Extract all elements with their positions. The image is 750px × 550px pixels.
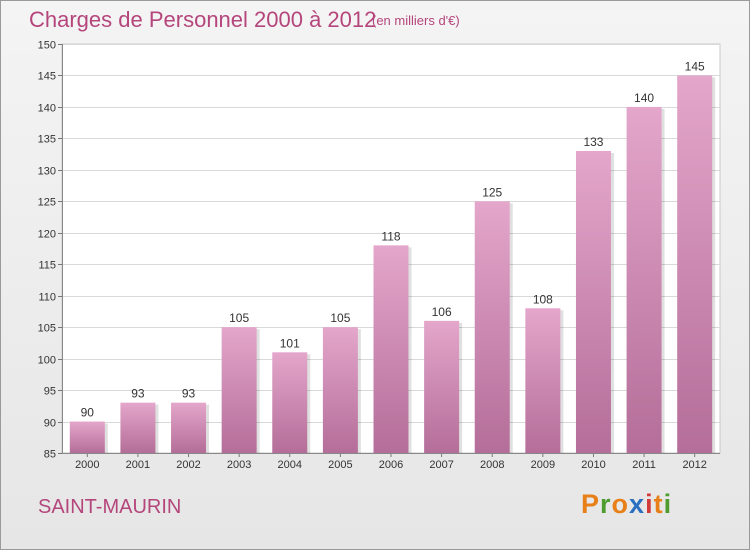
data-label: 140 [634, 91, 654, 105]
bar [322, 327, 358, 453]
y-tick-label: 145 [38, 71, 56, 83]
data-label: 118 [381, 229, 400, 243]
bar [373, 245, 409, 453]
data-label: 101 [280, 336, 300, 350]
x-tick-label: 2005 [328, 459, 352, 471]
data-label: 108 [533, 292, 553, 306]
data-label: 125 [482, 185, 502, 199]
bar [272, 352, 308, 453]
x-tick-label: 2011 [632, 459, 656, 471]
data-label: 133 [583, 135, 603, 149]
bar [221, 327, 257, 453]
x-tick-label: 2007 [429, 459, 453, 471]
x-tick-label: 2002 [176, 459, 200, 471]
data-label: 90 [81, 406, 95, 420]
logo-letter: P [581, 489, 601, 519]
y-tick-label: 140 [38, 103, 56, 115]
y-tick-label: 90 [44, 418, 56, 430]
y-tick-label: 85 [44, 449, 56, 461]
chart-title: Charges de Personnel 2000 à 2012 [29, 7, 377, 32]
logo-letter: x [629, 489, 646, 519]
data-label: 93 [182, 387, 196, 401]
y-tick-label: 100 [38, 355, 56, 367]
x-tick-label: 2001 [126, 459, 150, 471]
x-tick-label: 2008 [480, 459, 504, 471]
x-tick-label: 2003 [227, 459, 251, 471]
bar [171, 402, 207, 453]
y-tick-label: 125 [38, 197, 56, 209]
y-tick-label: 120 [38, 229, 56, 241]
x-tick-label: 2004 [278, 459, 302, 471]
bar [626, 106, 662, 453]
commune-name: SAINT-MAURIN [38, 496, 182, 518]
data-label: 105 [229, 311, 249, 325]
bar [525, 308, 561, 453]
y-tick-label: 110 [38, 292, 56, 304]
y-tick-label: 95 [44, 386, 56, 398]
y-tick-label: 135 [38, 134, 56, 146]
chart-subtitle: (en milliers d'€) [372, 13, 460, 28]
data-label: 145 [685, 59, 705, 73]
x-tick-label: 2012 [682, 459, 706, 471]
x-tick-label: 2000 [75, 459, 99, 471]
bar [120, 402, 156, 453]
x-tick-label: 2009 [531, 459, 555, 471]
x-tick-label: 2010 [581, 459, 605, 471]
logo-letter: o [611, 489, 630, 519]
y-tick-label: 105 [38, 323, 56, 335]
bar [677, 75, 713, 453]
bar [474, 201, 510, 453]
bar [424, 320, 460, 453]
bar [69, 421, 105, 453]
logo-letter: t [653, 489, 664, 519]
logo-letter: r [600, 489, 612, 519]
y-tick-label: 115 [38, 260, 56, 272]
bar [575, 150, 611, 453]
logo-letter: i [645, 489, 654, 519]
logo-letter: i [663, 489, 673, 519]
data-label: 106 [432, 305, 452, 319]
data-label: 105 [330, 311, 350, 325]
proxiti-logo: Proxiti [581, 489, 672, 520]
y-tick-label: 150 [38, 40, 56, 52]
y-tick-label: 130 [38, 166, 56, 178]
data-label: 93 [131, 387, 145, 401]
x-tick-label: 2006 [379, 459, 403, 471]
